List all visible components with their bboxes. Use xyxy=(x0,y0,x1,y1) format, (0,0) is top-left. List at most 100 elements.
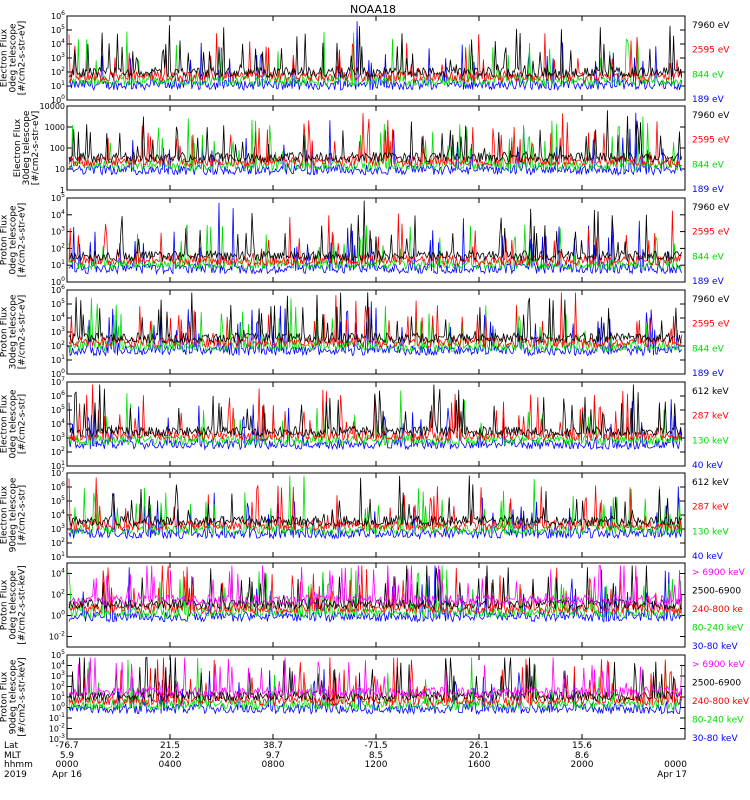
series-trace xyxy=(68,31,683,87)
legend-entry: 189 eV xyxy=(692,95,725,105)
y-tick-label: 104 xyxy=(51,660,65,671)
series-trace xyxy=(68,657,683,707)
series-trace xyxy=(68,565,683,611)
y-tick-label: 106 xyxy=(51,10,65,21)
y-tick-label: 104 xyxy=(51,509,65,520)
y-tick-label: 102 xyxy=(51,537,65,548)
x-tick-label-hhmm: 0000 xyxy=(664,760,687,770)
series-trace xyxy=(68,384,683,439)
y-axis-label: MEPEDElectron Flux0deg telescope[#/cm2-s… xyxy=(0,389,28,459)
y-tick-label: 102 xyxy=(51,242,65,253)
series-trace xyxy=(68,565,683,624)
y-tick-label: 10000 xyxy=(40,102,65,111)
y-tick-label: 105 xyxy=(51,404,65,415)
y-tick-label: 10-3 xyxy=(49,733,65,744)
x-tick-label-hhmm: 1200 xyxy=(365,760,388,770)
panel-3: 100 101 102 103 104 105 TEDProton Flux0deg tel… xyxy=(0,192,730,287)
x-tick-label-date: Apr 17 xyxy=(657,770,687,780)
series-trace xyxy=(68,110,683,164)
y-tick-label: 105 xyxy=(51,495,65,506)
series-trace xyxy=(68,565,683,615)
panel-frame xyxy=(66,381,686,467)
x-tick-label-lat: -76.7 xyxy=(55,741,78,751)
x-row-label: hhmm xyxy=(4,760,33,770)
x-tick-label-lat: 26.1 xyxy=(469,741,489,751)
y-tick-label: 10-2 xyxy=(49,723,65,734)
legend-entry: 7960 eV xyxy=(692,203,730,213)
y-tick-label: 104 xyxy=(51,568,65,579)
y-tick-label: 103 xyxy=(51,52,65,63)
legend-entry: 844 eV xyxy=(692,252,725,262)
legend-entry: 844 eV xyxy=(692,70,725,80)
y-tick-label: 100 xyxy=(51,94,65,105)
y-tick-label: 105 xyxy=(51,24,65,35)
legend-entry: 7960 eV xyxy=(692,111,730,121)
y-tick-label: 102 xyxy=(51,340,65,351)
y-tick-label: 100 xyxy=(51,610,65,621)
x-tick-label-lat: 21.5 xyxy=(160,741,180,751)
x-tick-label-date: Apr 16 xyxy=(52,770,82,780)
legend-entry: 7960 eV xyxy=(692,21,730,31)
y-tick-label: 107 xyxy=(51,467,65,478)
y-tick-label: 103 xyxy=(51,226,65,237)
x-tick-label-lat: 38.7 xyxy=(263,741,283,751)
series-trace xyxy=(68,200,683,263)
y-tick-label: 100 xyxy=(51,276,65,287)
y-tick-label: 100 xyxy=(50,144,65,153)
panel-6: 101 102 103 104 105 106 107 MEPEDElectron Flux9… xyxy=(0,467,729,562)
y-axis-label: TEDProton Flux30deg telescope[#/cm2-s-st… xyxy=(0,294,28,369)
legend-entry: 2595 eV xyxy=(692,136,730,146)
y-axis-label: Electron Flux30deg telescope[#/cm2-s-str… xyxy=(13,110,41,185)
y-tick-label: 101 xyxy=(51,691,65,702)
legend-entry: 130 keV xyxy=(692,527,729,537)
series-trace xyxy=(68,656,682,703)
x-tick-label-mlt: 9.7 xyxy=(266,751,280,761)
y-axis-label: MEPEDElectron Flux90deg telescope[#/cm2-… xyxy=(0,477,28,552)
y-tick-label: 103 xyxy=(51,432,65,443)
y-axis-label: MEPEDProton Flux0deg telescope[#/cm2-s-s… xyxy=(0,565,28,644)
legend-entry: 189 eV xyxy=(692,185,725,195)
y-tick-label: 105 xyxy=(51,298,65,309)
legend-entry: 2500-6900 xyxy=(692,679,741,689)
legend-entry: 287 keV xyxy=(692,412,729,422)
legend-entry: 844 eV xyxy=(692,344,725,354)
panel-frame xyxy=(66,472,686,558)
legend-entry: 612 keV xyxy=(692,478,729,488)
y-tick-label: 106 xyxy=(51,284,65,295)
y-tick-label: 102 xyxy=(51,66,65,77)
legend-entry: 40 keV xyxy=(692,552,724,562)
panel-5: 101 102 103 104 105 106 107 MEPEDElectron Flux0… xyxy=(0,376,729,471)
y-tick-label: 100 xyxy=(51,368,65,379)
x-row-label: 2019 xyxy=(4,770,27,780)
legend-entry: 240-800 ke xyxy=(692,605,743,615)
series-trace xyxy=(68,224,683,271)
legend-entry: 2595 eV xyxy=(692,228,730,238)
x-tick-label-lat: 15.6 xyxy=(572,741,592,751)
y-tick-label: 1000 xyxy=(45,123,65,132)
panels: 100 101 102 103 104 105 106 TEDElectron Flux0de… xyxy=(0,10,750,744)
legend-entry: 80-240 keV xyxy=(692,716,744,726)
legend-entry: 844 eV xyxy=(692,160,725,170)
y-axis-label: TEDElectron Flux0deg telescope[#/cm2-s-s… xyxy=(0,21,28,96)
series-trace xyxy=(68,25,683,79)
series-trace xyxy=(68,292,682,345)
series-trace xyxy=(68,116,683,173)
series-trace xyxy=(68,210,682,267)
legend-entry: 287 keV xyxy=(692,503,729,513)
y-tick-label: 1 xyxy=(60,186,65,195)
series-trace xyxy=(68,475,683,528)
y-tick-label: 107 xyxy=(51,376,65,387)
y-tick-label: 10-1 xyxy=(49,712,65,723)
y-tick-label: 106 xyxy=(51,481,65,492)
legend-entry: 30-80 keV xyxy=(692,642,738,652)
x-tick-label-hhmm: 0400 xyxy=(159,760,182,770)
series-trace xyxy=(68,475,683,536)
x-tick-label-mlt: 8.6 xyxy=(575,751,590,761)
y-tick-label: 101 xyxy=(51,259,65,270)
y-tick-label: 101 xyxy=(51,80,65,91)
y-tick-label: 103 xyxy=(51,523,65,534)
y-tick-label: 106 xyxy=(51,390,65,401)
x-row-label: MLT xyxy=(4,751,22,761)
y-tick-label: 104 xyxy=(51,312,65,323)
